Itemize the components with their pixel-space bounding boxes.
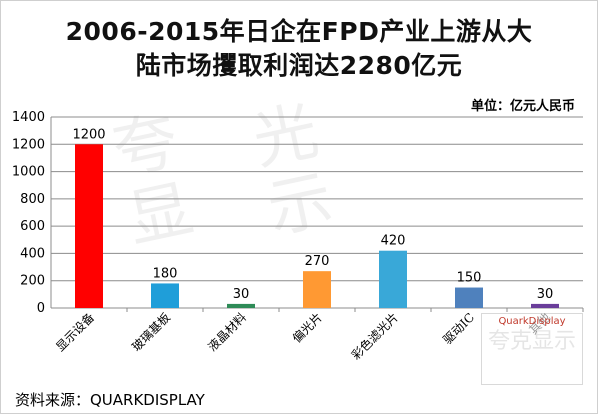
y-tick-label: 0	[37, 301, 45, 316]
x-tick-label: 彩色滤光片	[349, 310, 401, 362]
bar	[75, 144, 103, 308]
y-tick-label: 1200	[12, 137, 45, 152]
y-tick-label: 600	[20, 219, 45, 234]
bar	[151, 283, 179, 308]
bar	[379, 250, 407, 308]
watermark-logo: QuarkDisplay 夸克显示	[481, 313, 583, 385]
x-tick-label: 玻璃基板	[129, 310, 173, 354]
data-label: 30	[233, 287, 250, 302]
data-label: 180	[153, 266, 178, 281]
watermark-logo-title: QuarkDisplay	[498, 316, 566, 327]
data-label: 420	[381, 234, 406, 249]
data-label: 1200	[72, 127, 105, 142]
data-label: 30	[537, 287, 554, 302]
chart-title-line1: 2006-2015年日企在FPD产业上游从大	[65, 17, 533, 46]
x-tick-label: 偏光片	[289, 310, 325, 346]
watermark-logo-mark: 夸克显示	[488, 329, 577, 354]
y-tick-label: 1000	[12, 165, 45, 180]
y-tick-label: 800	[20, 192, 45, 207]
bar	[303, 271, 331, 308]
y-tick-label: 200	[20, 274, 45, 289]
chart-title: 2006-2015年日企在FPD产业上游从大 陆市场攫取利润达2280亿元	[1, 15, 597, 83]
bar	[227, 303, 255, 308]
x-tick-label: 液晶材料	[205, 310, 250, 355]
bar	[531, 303, 559, 308]
data-label: 270	[305, 254, 330, 269]
x-tick-label: 驱动IC	[440, 310, 477, 347]
source-note: 资料来源：QUARKDISPLAY	[15, 391, 205, 409]
y-tick-label: 400	[20, 246, 45, 261]
bar	[455, 287, 483, 308]
y-tick-label: 1400	[12, 110, 45, 125]
data-label: 150	[457, 271, 482, 286]
x-tick-label: 显示设备	[53, 310, 97, 354]
chart-title-line2: 陆市场攫取利润达2280亿元	[135, 51, 463, 80]
unit-label: 单位：亿元人民币	[470, 99, 575, 114]
